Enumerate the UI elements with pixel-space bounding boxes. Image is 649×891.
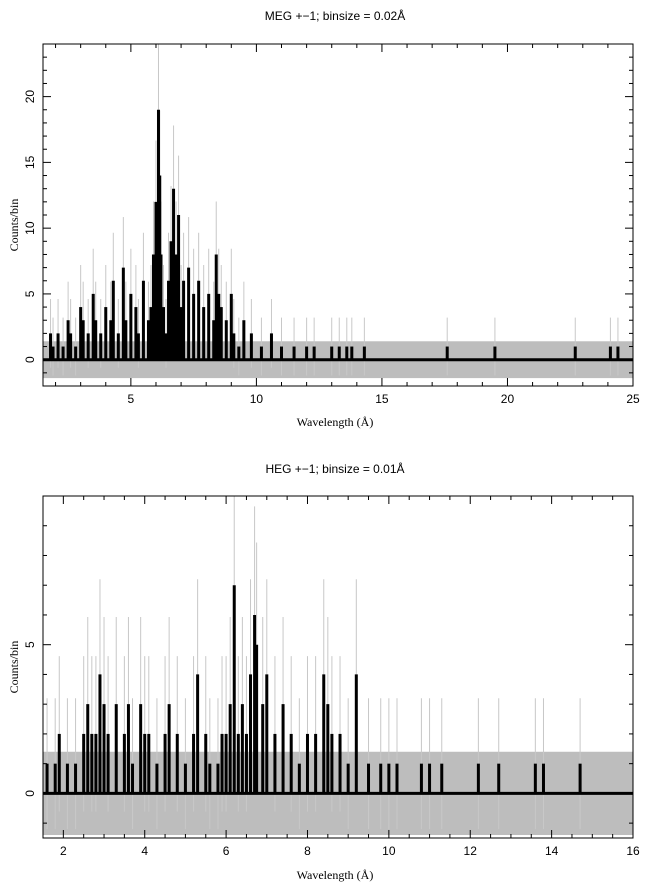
meg-panel: MEG +−1; binsize = 0.02Å 5 10 15 20 25 0 5 10 15… — [7, 8, 640, 429]
y-tick-label: 0 — [23, 790, 37, 797]
heg-y-axis-label: Counts/bin — [7, 641, 21, 694]
y-tick-label: 10 — [23, 221, 37, 235]
heg-panel: HEG +−1; binsize = 0.01Å 2 4 6 8 10 12 14 1605 … — [7, 461, 640, 882]
heg-chart-title: HEG +−1; binsize = 0.01Å — [265, 461, 404, 476]
x-tick-label: 25 — [626, 392, 640, 406]
x-tick-label: 6 — [223, 844, 230, 858]
y-tick-label: 5 — [23, 641, 37, 648]
x-tick-label: 14 — [545, 844, 559, 858]
y-tick-label: 20 — [23, 90, 37, 104]
x-tick-label: 10 — [250, 392, 264, 406]
meg-x-axis-label: Wavelength (Å) — [297, 415, 374, 429]
y-tick-label: 0 — [23, 356, 37, 363]
heg-x-axis-label: Wavelength (Å) — [297, 868, 374, 882]
y-tick-label: 5 — [23, 290, 37, 297]
y-tick-label: 15 — [23, 155, 37, 169]
x-tick-label: 12 — [464, 844, 478, 858]
x-tick-label: 4 — [141, 844, 148, 858]
x-tick-label: 16 — [626, 844, 640, 858]
meg-chart-title: MEG +−1; binsize = 0.02Å — [265, 8, 405, 23]
x-tick-label: 15 — [375, 392, 389, 406]
x-tick-label: 8 — [304, 844, 311, 858]
plot-frame — [42, 495, 634, 839]
x-tick-label: 5 — [128, 392, 135, 406]
x-tick-label: 20 — [501, 392, 515, 406]
x-tick-label: 10 — [382, 844, 396, 858]
meg-plot-area: 5 10 15 20 25 0 5 10 15 20 — [23, 43, 640, 406]
meg-y-axis-label: Counts/bin — [7, 199, 21, 252]
x-tick-label: 2 — [60, 844, 67, 858]
heg-plot-area: 2 4 6 8 10 12 14 16 0 5 — [23, 495, 640, 858]
